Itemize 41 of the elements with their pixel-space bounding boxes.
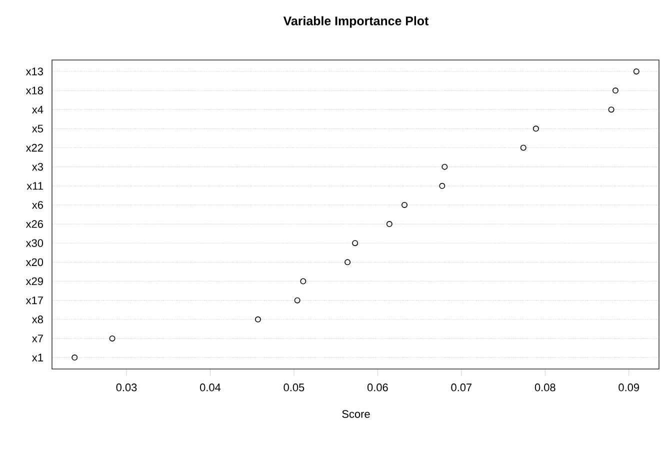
point [344, 259, 351, 266]
x-tick-label: 0.06 [367, 384, 388, 392]
x-tick-label: 0.08 [534, 384, 556, 392]
y-tick-label: x4 [32, 106, 44, 114]
y-tick-label: x30 [26, 239, 44, 247]
point [612, 88, 618, 94]
point [401, 202, 408, 208]
x-tick-label: 0.04 [200, 384, 221, 392]
point [300, 278, 306, 284]
y-tick-label: x3 [32, 162, 43, 171]
y-tick-label: x1 [32, 354, 43, 362]
point [633, 68, 640, 74]
point [439, 182, 446, 189]
point [532, 126, 539, 132]
y-tick-label: x29 [26, 277, 43, 286]
y-tick-label: x13 [26, 68, 43, 76]
x-tick-label: 0.03 [116, 384, 137, 392]
x-tick-label: 0.05 [284, 384, 304, 392]
x-axis-title: Score [342, 410, 370, 418]
point [520, 144, 526, 151]
x-tick-label: 0.07 [451, 384, 472, 392]
point [254, 316, 261, 322]
point [109, 335, 116, 342]
y-tick-label: x8 [32, 316, 43, 324]
y-tick-label: x22 [26, 144, 43, 152]
y-tick-label: x11 [26, 182, 43, 190]
point [294, 297, 300, 304]
point [442, 164, 448, 170]
point [386, 221, 392, 228]
x-tick-label: 0.09 [618, 384, 640, 392]
y-tick-label: x5 [32, 124, 44, 132]
y-tick-label: x18 [26, 86, 43, 94]
y-tick-label: x6 [32, 201, 43, 209]
y-tick-label: x17 [26, 296, 43, 304]
point [608, 106, 614, 113]
y-tick-label: x7 [32, 334, 43, 342]
y-tick-label: x20 [26, 258, 44, 266]
y-tick-label: x26 [26, 220, 43, 228]
point [72, 354, 78, 361]
point [352, 240, 358, 246]
chart-title: Variable Importance Plot [283, 16, 429, 28]
